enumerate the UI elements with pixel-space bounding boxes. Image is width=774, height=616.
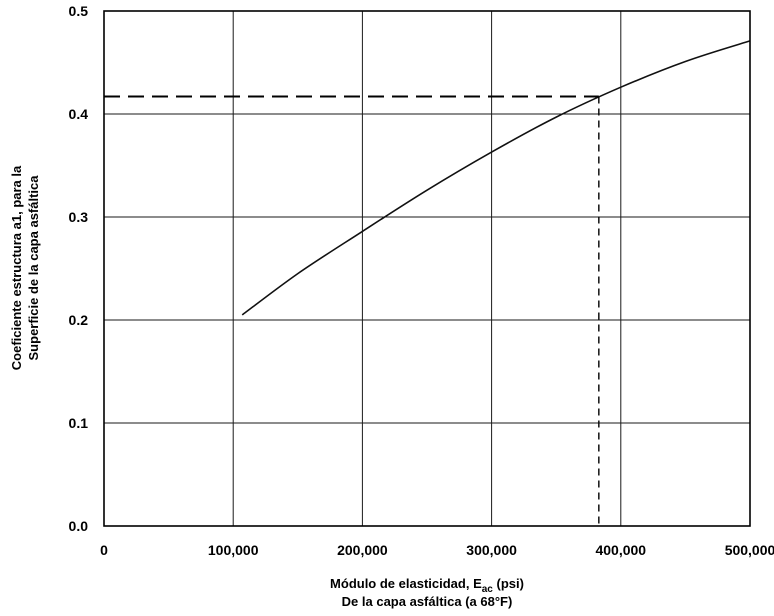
x-axis-title-line1: Módulo de elasticidad, Eac (psi) xyxy=(330,576,524,595)
x-tick-label: 300,000 xyxy=(466,542,517,558)
y-tick-label: 0.4 xyxy=(69,106,89,122)
grid xyxy=(103,10,751,527)
y-axis-title-line1: Coeficiente estructura a1, para la xyxy=(9,165,24,370)
y-tick-label: 0.3 xyxy=(69,209,89,225)
x-tick-label: 200,000 xyxy=(337,542,388,558)
x-tick-label: 100,000 xyxy=(208,542,259,558)
y-tick-label: 0.0 xyxy=(69,518,89,534)
y-tick-label: 0.1 xyxy=(69,415,89,431)
series-line-0 xyxy=(241,40,751,316)
y-axis-title-line2: Superficie de la capa asfáltica xyxy=(26,175,41,361)
x-tick-label: 400,000 xyxy=(595,542,646,558)
guide-lines xyxy=(104,95,600,526)
plot-frame xyxy=(103,10,751,527)
x-tick-label: 500,000 xyxy=(725,542,774,558)
y-tick-label: 0.5 xyxy=(69,3,89,19)
x-tick-label: 0 xyxy=(100,542,108,558)
y-tick-label: 0.2 xyxy=(69,312,89,328)
tick-labels: 0 100,000 200,000 300,000 400,000 500,000 0.0 0… xyxy=(69,3,774,558)
x-axis-title-line2: De la capa asfáltica (a 68°F) xyxy=(342,594,513,609)
series xyxy=(241,40,751,316)
